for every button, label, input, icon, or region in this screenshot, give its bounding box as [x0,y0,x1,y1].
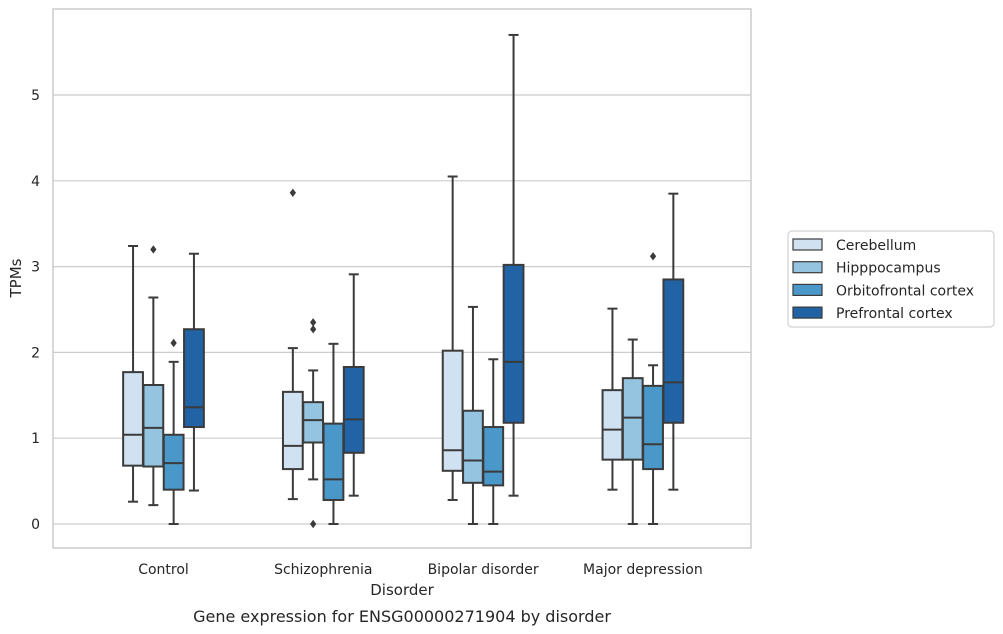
x-tick-label: Control [138,562,189,578]
box-iqr [642,384,664,471]
y-tick-label: 1 [31,431,40,447]
box-iqr [302,401,325,444]
plot-frame [52,8,752,549]
y-tick-label: 2 [31,345,40,361]
x-tick-label: Major depression [583,562,703,578]
box-iqr [122,371,144,467]
outlier-point [310,519,317,529]
box-plot-marks [122,33,685,529]
box-orbitofrontal-cortex-major-depression [642,252,664,525]
box-iqr [342,365,365,454]
box-prefrontal-cortex-schizophrenia [342,273,365,497]
legend-frame [787,230,995,328]
box-iqr [142,384,165,468]
legend-label: Prefrontal cortex [836,306,953,322]
box-iqr [441,349,464,472]
box-iqr [462,409,484,484]
legend-swatch [792,283,823,296]
box-prefrontal-cortex-control [183,252,205,492]
legend-label: Cerebellum [836,238,916,254]
y-axis-ticks: 0 1 2 3 4 5 [31,88,40,533]
box-iqr [183,328,205,429]
box-cerebellum-major-depression [601,307,624,491]
x-tick-label: Schizophrenia [274,562,372,578]
y-tick-label: 3 [31,260,40,276]
box-orbitofrontal-cortex-control [162,338,185,525]
box-hipppocampus-major-depression [621,338,644,525]
box-prefrontal-cortex-bipolar-disorder [502,33,525,497]
outlier-point [170,338,177,348]
legend-label: Orbitofrontal cortex [836,283,974,299]
legend-swatch [792,238,823,251]
box-cerebellum-control [122,245,144,503]
box-hipppocampus-bipolar-disorder [462,305,484,525]
y-tick-label: 4 [31,174,40,190]
box-orbitofrontal-cortex-schizophrenia [322,342,345,525]
box-iqr [601,389,624,461]
outlier-point [649,252,657,261]
legend-swatch [792,261,823,274]
box-iqr [322,422,345,501]
box-iqr [621,377,644,461]
box-iqr [502,263,525,424]
x-tick-label: Bipolar disorder [428,562,539,578]
y-tick-label: 5 [31,88,40,104]
y-tick-label: 0 [31,517,40,533]
x-axis-ticks: Control Schizophrenia Bipolar disorder Majo… [138,562,703,578]
box-orbitofrontal-cortex-bipolar-disorder [482,358,505,525]
legend-label: Hipppocampus [836,261,941,277]
box-hipppocampus-control [142,245,165,507]
box-iqr [482,426,505,487]
y-axis-label: TPMs [7,258,25,298]
box-cerebellum-bipolar-disorder [441,175,464,501]
outlier-point [150,245,157,254]
box-hipppocampus-schizophrenia [302,318,325,529]
outlier-point [310,325,317,334]
chart-caption: Gene expression for ENSG00000271904 by d… [193,607,611,626]
box-iqr [662,278,685,424]
box-iqr [281,390,304,471]
outlier-point [289,188,296,198]
legend-swatch [792,306,823,319]
legend: Cerebellum Hipppocampus Orbitofrontal cort… [787,230,995,328]
x-axis-label: Disorder [370,581,434,599]
box-cerebellum-schizophrenia [281,188,304,501]
box-prefrontal-cortex-major-depression [662,192,685,491]
outlier-point [310,318,317,327]
